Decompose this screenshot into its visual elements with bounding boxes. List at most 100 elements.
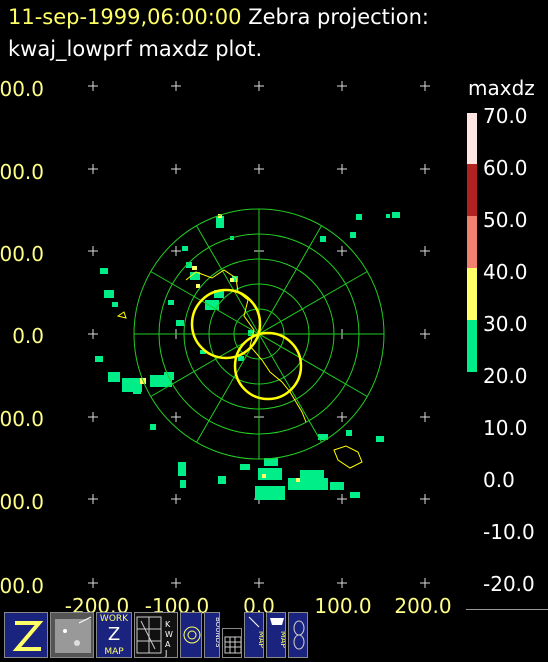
grid-cross (337, 578, 347, 588)
echo-patch (386, 214, 390, 218)
coastline-overlay (116, 269, 363, 469)
grid-cross (254, 164, 264, 174)
radar-target-icon[interactable] (180, 612, 202, 658)
echo-patch (178, 462, 186, 476)
colorbar-divider (466, 609, 548, 610)
radar-echoes (95, 212, 400, 500)
echo-patch-high (192, 266, 197, 270)
grid-cross (88, 578, 98, 588)
colorbar-swatch-40-50 (467, 216, 477, 268)
grid-cross (337, 494, 347, 504)
plot-title-line-2: kwaj_lowprf maxdz plot. (8, 37, 263, 61)
echo-patch (318, 434, 328, 440)
range-rings (133, 208, 385, 460)
echo-patch (258, 468, 282, 480)
svg-text:MAP: MAP (257, 631, 264, 648)
echo-patch (108, 372, 120, 382)
echo-patch-high (218, 214, 222, 218)
echo-patch (186, 262, 192, 268)
colorbar-label: 40.0 (483, 260, 528, 284)
colorbar-label: -10.0 (483, 520, 535, 544)
svg-text:BOUNDS: BOUNDS (214, 617, 220, 648)
y-tick-label: 00.0 (0, 160, 44, 184)
y-tick-label: 00.0 (0, 242, 44, 266)
grid-cross (420, 246, 430, 256)
colorbar-label: 70.0 (483, 104, 528, 128)
echo-patch (320, 236, 326, 242)
plot-title-line-1: 11-sep-1999,06:00:00 Zebra projection: (8, 5, 429, 29)
zebra-logo-icon[interactable] (4, 612, 48, 658)
coastline (116, 311, 127, 319)
grid-cross (420, 164, 430, 174)
echo-patch (182, 246, 188, 251)
map-icon[interactable]: MAP (244, 612, 264, 658)
echo-patch (356, 214, 362, 220)
echo-patch (238, 356, 244, 361)
echo-patch (232, 276, 238, 282)
echo-patch (164, 372, 174, 380)
grid-cross (254, 81, 264, 91)
echo-patch (176, 320, 184, 326)
grid-cross (420, 329, 430, 339)
grid-cross (88, 81, 98, 91)
svg-text:K: K (165, 620, 171, 629)
echo-patch (190, 272, 200, 280)
bounds-icon[interactable]: BOUNDS (204, 612, 220, 658)
grid-icon[interactable] (222, 628, 242, 658)
colorbar-swatch-30-40 (467, 268, 477, 320)
grid-cross (420, 412, 430, 422)
echo-patch (350, 492, 360, 498)
coverage-circle (190, 288, 262, 360)
echo-patch-high (196, 284, 200, 288)
grid-cross (171, 494, 181, 504)
svg-text:J: J (164, 649, 167, 658)
y-tick-label: 00.0 (0, 490, 44, 514)
grid-cross (254, 578, 264, 588)
grid-cross (337, 81, 347, 91)
satellite-image-icon[interactable] (50, 612, 94, 658)
colorbar-swatch-50-60 (467, 164, 477, 216)
echo-patch (264, 458, 278, 466)
colorbar-title: maxdz (468, 76, 535, 100)
echo-patch (346, 430, 352, 436)
colorbar-swatch-60-70 (467, 113, 477, 164)
y-tick-label: 00.0 (0, 407, 44, 431)
echo-patch (100, 268, 108, 274)
grid-cross (420, 578, 430, 588)
echo-patch (150, 424, 156, 430)
echo-patch (104, 290, 114, 298)
echo-patch (248, 330, 254, 336)
coastline (333, 445, 363, 469)
grid-cross (420, 494, 430, 504)
echo-patch-high (296, 478, 300, 482)
svg-text:A: A (165, 640, 171, 649)
grid-cross (337, 246, 347, 256)
echo-patch (112, 302, 118, 307)
colorbar-label: 30.0 (483, 312, 528, 336)
colorbar-label: 0.0 (483, 468, 515, 492)
coverage-circle (233, 331, 303, 401)
y-tick-label: 00.0 (0, 77, 44, 101)
echo-patch (205, 300, 219, 310)
usa-map-icon[interactable]: MAP (266, 612, 286, 658)
projection-label: Zebra projection: (248, 5, 429, 29)
echo-patch (330, 482, 344, 490)
loop-icon[interactable] (288, 612, 308, 658)
grid-cross (88, 329, 98, 339)
y-tick-label: 0.0 (12, 324, 44, 348)
echo-patch (214, 290, 224, 298)
colorbar-swatch-20-30 (467, 320, 477, 372)
work-map-icon[interactable]: WORK Z MAP (96, 612, 132, 658)
svg-text:MAP: MAP (279, 631, 286, 648)
grid-cross (88, 494, 98, 504)
datetime-label: 11-sep-1999,06:00:00 (8, 5, 242, 29)
grid-cross (337, 164, 347, 174)
grid-cross (171, 246, 181, 256)
echo-patch (350, 232, 356, 238)
echo-patch (133, 388, 141, 394)
echo-patch (240, 464, 250, 470)
echo-patch (255, 486, 285, 500)
